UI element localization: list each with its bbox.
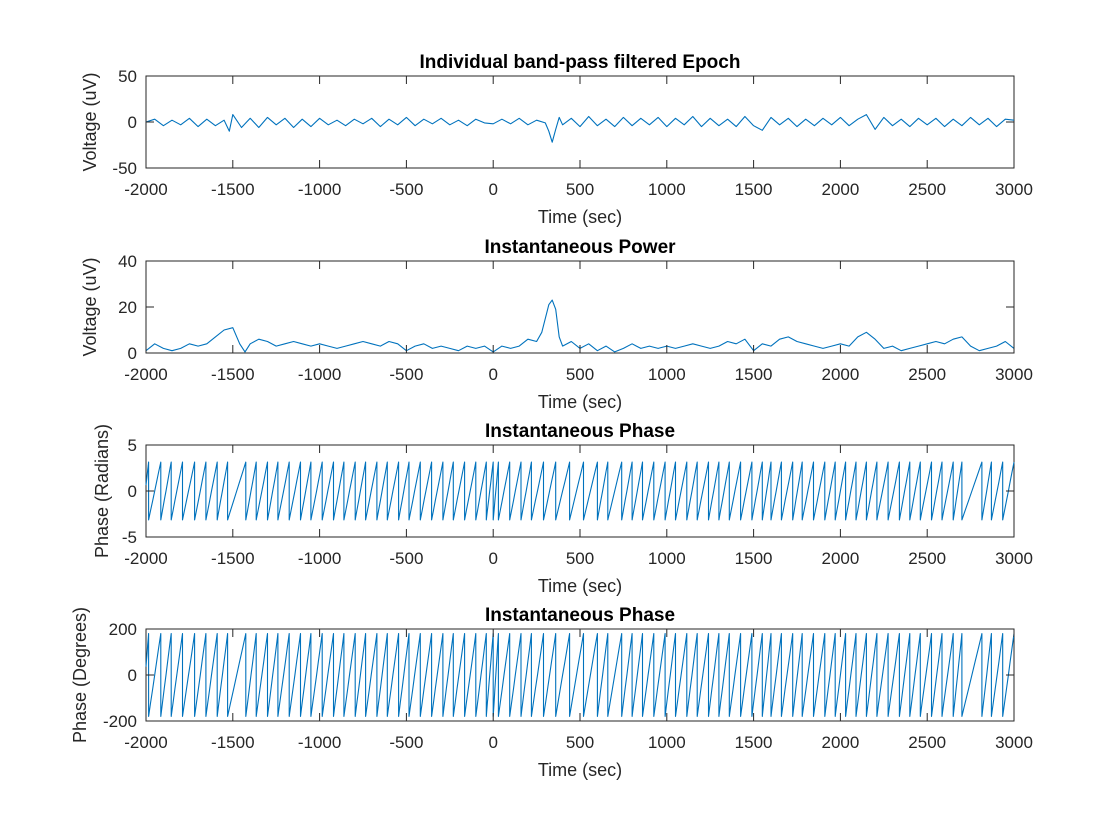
xlabel-phase-radians: Time (sec) bbox=[538, 576, 622, 596]
y-tick-label: 40 bbox=[118, 252, 137, 271]
x-tick-label: 1000 bbox=[648, 180, 686, 199]
x-tick-label: -500 bbox=[389, 549, 423, 568]
series-phase-degrees bbox=[145, 633, 1015, 717]
panel-phase-radians: -2000 -1500 -1000 -500 0 500 1000 1500 2000 2500 3… bbox=[92, 421, 1033, 596]
x-tick-label: -500 bbox=[389, 180, 423, 199]
x-tick-label: 2500 bbox=[908, 365, 946, 384]
x-tick-label: 2500 bbox=[908, 180, 946, 199]
y-tick-label: 0 bbox=[128, 113, 137, 132]
panel-phase-degrees: -2000 -1500 -1000 -500 0 500 1000 1500 2000 2500 3… bbox=[70, 605, 1033, 780]
panel-power: -2000 -1500 -1000 -500 0 500 1000 1500 2000 2500 3… bbox=[80, 237, 1033, 412]
x-tick-label: -1500 bbox=[211, 549, 254, 568]
plot-area-phase-radians bbox=[145, 444, 1015, 538]
series-line-epoch bbox=[145, 114, 1015, 143]
xlabel-epoch: Time (sec) bbox=[538, 207, 622, 227]
x-tick-label: 0 bbox=[488, 365, 497, 384]
x-tick-label: 1000 bbox=[648, 733, 686, 752]
y-tick-label: 50 bbox=[118, 67, 137, 86]
x-tick-label: 1500 bbox=[735, 180, 773, 199]
x-tick-label: 2000 bbox=[821, 180, 859, 199]
title-power: Instantaneous Power bbox=[484, 237, 676, 258]
x-tick-label: 0 bbox=[488, 180, 497, 199]
x-tick-label: -2000 bbox=[124, 365, 167, 384]
title-epoch: Individual band-pass filtered Epoch bbox=[420, 52, 741, 73]
ticks-phase-radians: -2000 -1500 -1000 -500 0 500 1000 1500 2000 2500 3… bbox=[122, 436, 1033, 568]
panel-epoch: -2000 -1500 -1000 -500 0 500 1000 1500 2000 2500 3… bbox=[80, 52, 1033, 227]
x-tick-label: 3000 bbox=[995, 180, 1033, 199]
x-tick-label: -1000 bbox=[298, 180, 341, 199]
x-tick-label: -1500 bbox=[211, 733, 254, 752]
y-tick-label: 5 bbox=[128, 436, 137, 455]
title-phase-degrees: Instantaneous Phase bbox=[485, 605, 675, 626]
y-tick-label: -200 bbox=[103, 712, 137, 731]
x-tick-label: 2000 bbox=[821, 733, 859, 752]
x-tick-label: -1500 bbox=[211, 180, 254, 199]
x-tick-label: 0 bbox=[488, 549, 497, 568]
title-phase-radians: Instantaneous Phase bbox=[485, 421, 675, 442]
y-tick-label: 20 bbox=[118, 298, 137, 317]
x-tick-label: 3000 bbox=[995, 733, 1033, 752]
x-tick-label: 2000 bbox=[821, 549, 859, 568]
series-power bbox=[145, 299, 1015, 353]
x-tick-label: 1500 bbox=[735, 733, 773, 752]
x-tick-label: -1000 bbox=[298, 549, 341, 568]
ticks-power: -2000 -1500 -1000 -500 0 500 1000 1500 2000 2500 3… bbox=[118, 252, 1033, 384]
y-tick-label: -50 bbox=[112, 159, 137, 178]
x-tick-label: 3000 bbox=[995, 365, 1033, 384]
xlabel-power: Time (sec) bbox=[538, 392, 622, 412]
y-tick-label: -5 bbox=[122, 528, 137, 547]
x-tick-label: -1500 bbox=[211, 365, 254, 384]
x-tick-label: 1000 bbox=[648, 365, 686, 384]
ylabel-phase-degrees: Phase (Degrees) bbox=[70, 607, 90, 743]
plot-area-power bbox=[145, 260, 1015, 354]
x-tick-label: -1000 bbox=[298, 733, 341, 752]
x-tick-label: 2000 bbox=[821, 365, 859, 384]
plot-area-epoch bbox=[145, 75, 1015, 169]
x-tick-label: -500 bbox=[389, 365, 423, 384]
series-phase-radians bbox=[145, 461, 1015, 521]
xlabel-phase-degrees: Time (sec) bbox=[538, 760, 622, 780]
x-tick-label: 2500 bbox=[908, 733, 946, 752]
x-tick-label: 1500 bbox=[735, 365, 773, 384]
x-tick-label: -2000 bbox=[124, 180, 167, 199]
x-tick-label: 2500 bbox=[908, 549, 946, 568]
x-tick-label: 500 bbox=[566, 549, 594, 568]
y-tick-label: 0 bbox=[128, 666, 137, 685]
y-tick-label: 200 bbox=[109, 620, 137, 639]
series-line-phase-radians bbox=[145, 461, 1015, 521]
x-tick-label: 500 bbox=[566, 733, 594, 752]
x-tick-label: -1000 bbox=[298, 365, 341, 384]
y-tick-label: 0 bbox=[128, 482, 137, 501]
ticks-epoch: -2000 -1500 -1000 -500 0 500 1000 1500 2000 2500 3… bbox=[112, 67, 1032, 199]
ylabel-power: Voltage (uV) bbox=[80, 257, 100, 356]
x-tick-label: -2000 bbox=[124, 549, 167, 568]
x-tick-label: -500 bbox=[389, 733, 423, 752]
x-tick-label: 500 bbox=[566, 180, 594, 199]
series-line-power bbox=[145, 299, 1015, 353]
series-epoch bbox=[145, 114, 1015, 143]
series-line-phase-degrees bbox=[145, 633, 1015, 717]
ylabel-phase-radians: Phase (Radians) bbox=[92, 424, 112, 558]
ylabel-epoch: Voltage (uV) bbox=[80, 72, 100, 171]
x-tick-label: 0 bbox=[488, 733, 497, 752]
plot-area-phase-degrees bbox=[145, 628, 1015, 722]
x-tick-label: 1000 bbox=[648, 549, 686, 568]
ticks-phase-degrees: -2000 -1500 -1000 -500 0 500 1000 1500 2000 2500 3… bbox=[103, 620, 1033, 752]
x-tick-label: -2000 bbox=[124, 733, 167, 752]
x-tick-label: 3000 bbox=[995, 549, 1033, 568]
x-tick-label: 500 bbox=[566, 365, 594, 384]
y-tick-label: 0 bbox=[128, 344, 137, 363]
x-tick-label: 1500 bbox=[735, 549, 773, 568]
